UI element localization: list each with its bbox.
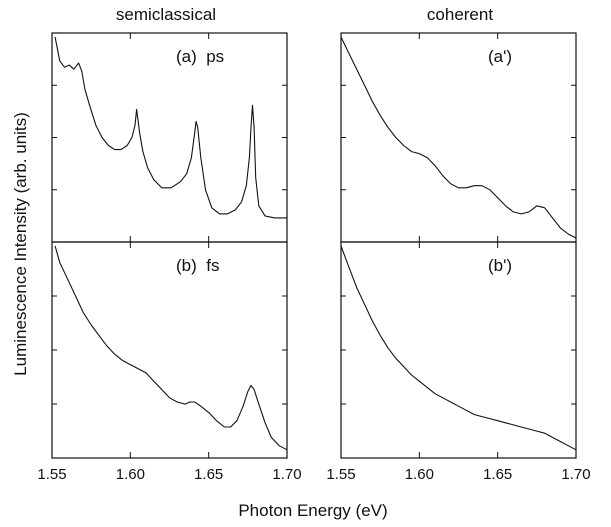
series-line-2: [54, 245, 288, 451]
panel-label-0: (a) ps: [176, 47, 224, 66]
x-tick-label: 1.70: [272, 466, 301, 483]
series-line-0: [54, 36, 287, 219]
panel-label-2: (b) fs: [176, 256, 219, 275]
panel-frame-0: [51, 32, 288, 243]
x-tick-label: 1.55: [326, 466, 355, 483]
column-title-coherent: coherent: [427, 5, 493, 24]
x-tick-label: 1.60: [405, 466, 434, 483]
panels-group: (a) ps (a') 1.55 1.60 1.65 1.70 (b) fs 1.55 1.60…: [37, 32, 591, 483]
x-tick-label: 1.55: [37, 466, 66, 483]
series-line-1: [340, 36, 577, 239]
panel-label-3: (b'): [488, 256, 512, 275]
x-tick-label: 1.70: [561, 466, 590, 483]
panel-frame-1: [340, 32, 577, 243]
panel-label-1: (a'): [488, 47, 512, 66]
series-line-3: [340, 245, 577, 451]
x-tick-label: 1.60: [116, 466, 145, 483]
panel-frame-3: [340, 241, 577, 459]
y-axis-label: Luminescence Intensity (arb. units): [11, 112, 30, 376]
panel-frame-2: [51, 241, 288, 459]
x-tick-label: 1.65: [483, 466, 512, 483]
x-axis-label: Photon Energy (eV): [238, 501, 387, 520]
column-title-semiclassical: semiclassical: [116, 5, 216, 24]
x-tick-label: 1.65: [194, 466, 223, 483]
